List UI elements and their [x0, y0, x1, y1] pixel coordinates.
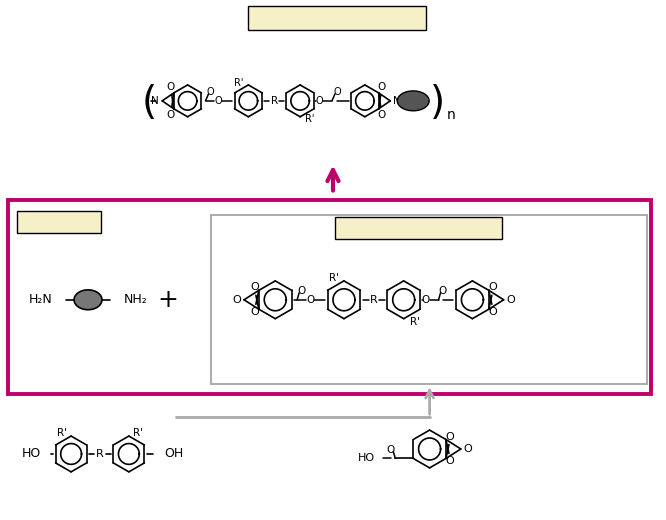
Text: O: O: [297, 286, 305, 296]
Text: O: O: [438, 286, 447, 296]
Text: n: n: [447, 108, 456, 122]
Ellipse shape: [74, 290, 102, 310]
Text: H₂N: H₂N: [29, 293, 52, 306]
Text: O: O: [446, 457, 454, 466]
Text: OH: OH: [165, 447, 184, 460]
Text: ジアミン: ジアミン: [43, 215, 76, 229]
Text: R: R: [270, 96, 278, 106]
Text: R': R': [330, 273, 340, 283]
Text: O: O: [315, 96, 323, 106]
Text: O: O: [488, 307, 497, 317]
Bar: [210, 215, 647, 384]
Text: O: O: [166, 110, 175, 120]
Text: +: +: [157, 288, 178, 312]
Text: O: O: [206, 87, 214, 97]
Ellipse shape: [397, 91, 429, 111]
Text: R': R': [234, 77, 244, 87]
Text: O: O: [166, 82, 175, 92]
FancyBboxPatch shape: [248, 6, 426, 30]
Text: O: O: [422, 295, 430, 305]
Text: O: O: [378, 110, 386, 120]
FancyBboxPatch shape: [335, 217, 502, 239]
Text: O: O: [250, 282, 259, 292]
Text: 酸二無水物（TMEs）: 酸二無水物（TMEs）: [371, 222, 466, 236]
Text: HO: HO: [22, 447, 41, 460]
Text: R: R: [370, 295, 378, 305]
Text: O: O: [306, 295, 314, 305]
Text: R': R': [57, 428, 67, 438]
Bar: [9, 200, 651, 394]
Text: O: O: [214, 96, 222, 106]
Text: ポリイミド（PI）樹脂: ポリイミド（PI）樹脂: [291, 12, 383, 27]
Text: O: O: [386, 446, 394, 456]
Text: O: O: [232, 295, 242, 305]
Text: O: O: [446, 432, 454, 441]
Text: HO: HO: [358, 453, 376, 463]
Text: O: O: [464, 444, 472, 454]
Text: O: O: [378, 82, 386, 92]
Text: R: R: [96, 449, 104, 459]
Text: O: O: [333, 87, 341, 97]
Text: N: N: [394, 96, 401, 106]
Text: ): ): [430, 84, 445, 122]
Text: R': R': [305, 114, 314, 124]
Text: N: N: [151, 96, 159, 106]
Text: (: (: [141, 84, 157, 122]
Text: O: O: [506, 295, 515, 305]
Text: O: O: [488, 282, 497, 292]
Text: O: O: [250, 307, 259, 317]
Text: NH₂: NH₂: [124, 293, 148, 306]
Text: R': R': [133, 428, 143, 438]
FancyBboxPatch shape: [17, 211, 101, 233]
Text: R': R': [410, 317, 420, 327]
